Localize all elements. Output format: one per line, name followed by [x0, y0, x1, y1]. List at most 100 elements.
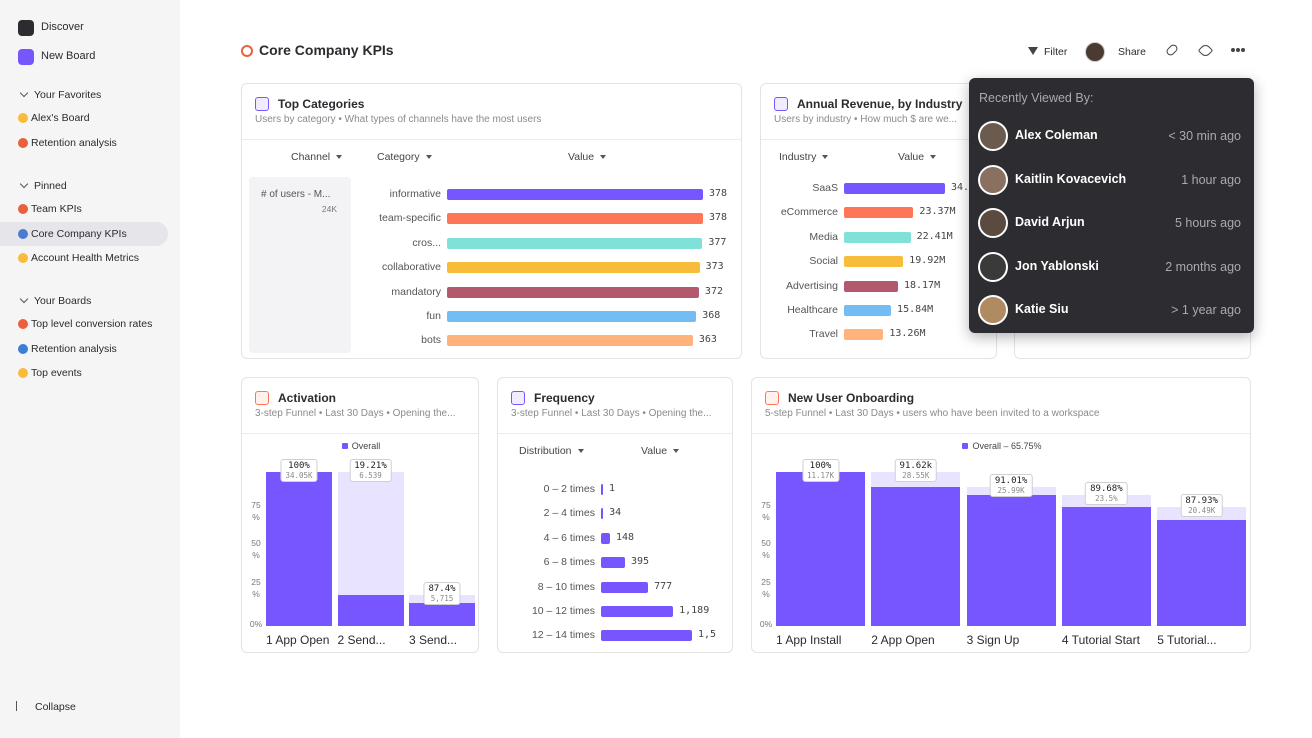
viewer-avatar[interactable] [1085, 42, 1105, 62]
column-header[interactable]: Industry [779, 151, 829, 163]
section-title: Your Boards [34, 295, 92, 307]
bar-label: informative [389, 188, 441, 200]
value-label: 1,5 [698, 629, 717, 641]
emoji-icon [18, 137, 28, 148]
emoji-icon [18, 228, 28, 239]
bar [447, 213, 703, 225]
viewer-row[interactable]: Jon Yablonski 2 months ago [969, 251, 1254, 282]
viewer-row[interactable]: Alex Coleman < 30 min ago [969, 121, 1254, 151]
value-label: 372 [704, 285, 723, 297]
bar-label: 2 – 4 times [543, 507, 595, 520]
viewer-row[interactable]: Kaitlin Kovacevich 1 hour ago [969, 164, 1254, 195]
legend: Overall [242, 441, 478, 451]
step-label-box: 100% 34.05K [280, 459, 318, 482]
sidebar-item[interactable]: Retention analysis [0, 337, 168, 361]
card-subtitle: 5-step Funnel • Last 30 Days • users who… [765, 408, 1100, 419]
bar-label: 10 – 12 times [531, 605, 595, 617]
filter-icon [1028, 47, 1038, 55]
viewed-time: 1 hour ago [1181, 172, 1241, 187]
filter-button[interactable]: Filter [1026, 44, 1072, 60]
sidebar-item[interactable]: New Board [14, 49, 164, 65]
y-tick-label: 75 % [761, 499, 771, 522]
viewer-avatar [978, 208, 1008, 239]
card: Top Categories Users by category • What t… [241, 83, 742, 359]
bar [844, 231, 911, 243]
value-label: 377 [708, 236, 727, 248]
funnel-bar [337, 595, 404, 626]
card-icon [774, 97, 788, 111]
card-icon [765, 391, 779, 405]
step-name: 1 App Install [776, 633, 842, 647]
bar [844, 207, 914, 219]
count-label: 5,715 [430, 594, 454, 604]
card-icon [255, 97, 269, 111]
card: Frequency 3-step Funnel • Last 30 Days • … [497, 377, 733, 653]
share-button[interactable]: Share [1118, 46, 1147, 58]
sidebar-item[interactable]: Top events [0, 361, 168, 385]
section-title: Pinned [34, 180, 67, 192]
collapse-label: Collapse [35, 701, 76, 713]
value-label: 378 [709, 212, 728, 224]
collapse-icon [16, 701, 27, 711]
step-name: 4 Tutorial Start [1061, 633, 1140, 647]
value-label: 395 [630, 556, 650, 568]
bar [447, 335, 693, 347]
sidebar-item[interactable]: Retention analysis [0, 131, 168, 155]
link-button[interactable] [1164, 42, 1180, 58]
sidebar-item[interactable]: Alex's Board [0, 106, 168, 130]
sidebar-item[interactable]: Discover [14, 20, 164, 36]
sidebar-item[interactable]: Team KPIs [0, 197, 168, 221]
sidebar-item[interactable]: Top level conversion rates [0, 312, 168, 336]
bar [844, 280, 898, 292]
column-header[interactable]: Distribution [519, 445, 584, 457]
column-header[interactable]: Category [377, 151, 432, 163]
column-header[interactable]: Value [641, 445, 680, 457]
viewer-name: Katie Siu [1015, 302, 1069, 317]
bar-label: 12 – 14 times [531, 629, 595, 642]
funnel-bar [776, 472, 865, 626]
conversion-label: 89.68% [1090, 484, 1123, 495]
sidebar-item[interactable]: Account Health Metrics [0, 246, 168, 270]
value-label: 148 [615, 531, 635, 543]
bar [447, 237, 703, 249]
viewer-name: Alex Coleman [1015, 128, 1098, 142]
value-label: 19.92M [909, 255, 946, 267]
column-header[interactable]: Channel [291, 151, 343, 163]
funnel-bar [1157, 519, 1247, 626]
viewer-avatar [978, 295, 1008, 326]
viewer-row[interactable]: Katie Siu > 1 year ago [969, 295, 1254, 326]
card-subtitle: Users by industry • How much $ are we... [774, 114, 958, 125]
value-label: 373 [705, 261, 724, 273]
step-label-box: 100% 11.17K [801, 459, 840, 482]
value-label: 22.41M [916, 230, 953, 242]
dot [1236, 48, 1240, 52]
conversion-label: 100% [809, 461, 832, 471]
sidebar-item[interactable]: Core Company KPIs [0, 221, 168, 246]
step-label-box: 89.68% 23.5% [1085, 482, 1128, 506]
chevron [19, 88, 29, 98]
step-name: 3 Send... [409, 633, 458, 647]
metric-name: # of users - M... [261, 189, 331, 200]
funnel-bar [1061, 507, 1151, 626]
step-label-box: 91.01% 25.99K [989, 474, 1033, 498]
count-label: 25.99K [997, 486, 1025, 496]
more-button[interactable] [1231, 48, 1247, 53]
column-header[interactable]: Value [568, 151, 607, 163]
viewer-avatar [978, 164, 1008, 195]
collapse-button[interactable]: Collapse [16, 700, 96, 716]
viewer-row[interactable]: David Arjun 5 hours ago [969, 208, 1254, 239]
card-title: Annual Revenue, by Industry [797, 97, 963, 111]
bar-label: SaaS [812, 182, 838, 194]
bar [844, 329, 884, 341]
item-label: New Board [41, 50, 96, 62]
card-title: Top Categories [278, 97, 365, 111]
viewed-time: > 1 year ago [1171, 303, 1241, 318]
column-header[interactable]: Value [898, 151, 937, 163]
favorite-button[interactable] [1197, 42, 1214, 59]
viewer-name: David Arjun [1015, 215, 1085, 230]
title-icon [241, 45, 253, 57]
divider [242, 139, 741, 140]
legend-swatch [962, 443, 969, 449]
